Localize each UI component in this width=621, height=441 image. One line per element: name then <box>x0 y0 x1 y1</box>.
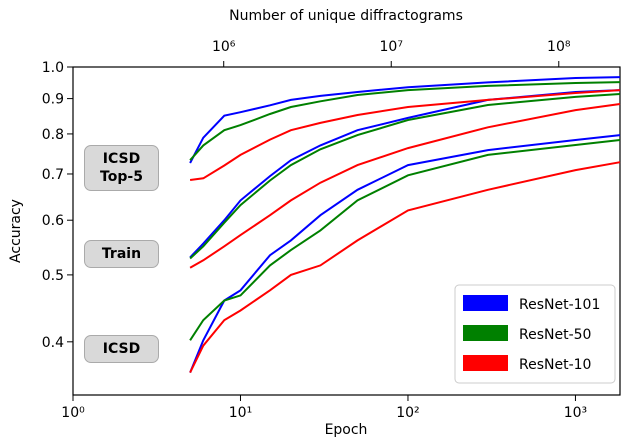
metric-label: Train <box>84 240 159 268</box>
y-tick-label: 0.4 <box>42 335 64 351</box>
series-line <box>189 134 621 373</box>
metric-label: ICSD <box>84 335 159 363</box>
top-axis-label: Number of unique diffractograms <box>229 8 463 24</box>
x-tick-label: 10³ <box>564 405 587 421</box>
top-x-tick-label: 10⁸ <box>547 39 571 55</box>
metric-label: ICSD Top-5 <box>84 145 159 191</box>
plot-frame <box>72 66 621 396</box>
legend-label: ResNet-50 <box>519 327 591 343</box>
series-line <box>189 161 621 374</box>
x-axis-label: Epoch <box>325 422 368 438</box>
series-line <box>189 93 621 260</box>
y-tick-label: 1.0 <box>42 60 64 76</box>
y-tick-label: 0.6 <box>42 213 64 229</box>
series-line <box>189 139 621 341</box>
x-tick-label: 10¹ <box>229 405 252 421</box>
legend-label: ResNet-101 <box>519 297 600 313</box>
legend-swatch <box>463 355 508 371</box>
y-tick-label: 0.9 <box>42 92 64 108</box>
x-tick-label: 10⁰ <box>61 405 85 421</box>
y-tick-label: 0.5 <box>42 268 64 284</box>
x-tick-label: 10² <box>396 405 419 421</box>
y-tick-label: 0.7 <box>42 167 64 183</box>
legend-swatch <box>463 325 508 341</box>
top-x-tick-label: 10⁷ <box>380 39 403 55</box>
y-axis-label: Accuracy <box>8 199 24 263</box>
series-line <box>189 76 621 164</box>
series-line <box>189 89 621 181</box>
series-line <box>189 81 621 161</box>
top-x-tick-label: 10⁶ <box>212 39 236 55</box>
y-tick-label: 0.8 <box>42 127 64 143</box>
series-line <box>189 103 621 269</box>
legend-swatch <box>463 295 508 311</box>
legend-label: ResNet-10 <box>519 357 591 373</box>
